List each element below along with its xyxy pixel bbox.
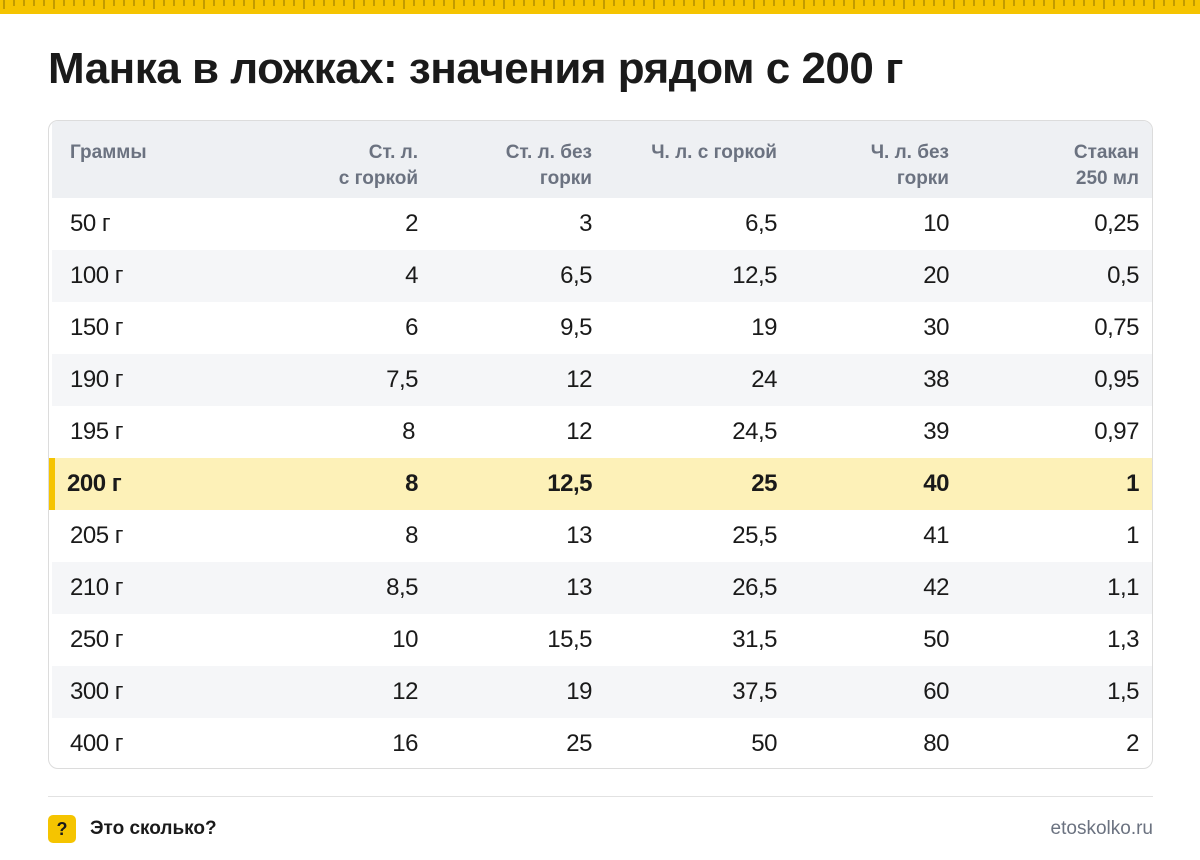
cell-tsp-heaped: 25 [751, 470, 777, 497]
cell-tsp-level: 30 [923, 314, 949, 341]
cell-tsp-level: 20 [923, 262, 949, 289]
cell-grams: 200 г [49, 458, 252, 510]
cell-tsp-heaped: 31,5 [732, 626, 777, 653]
cell-tsp-level: 42 [923, 574, 949, 601]
header-grams: Граммы [70, 142, 147, 163]
cell-tsp-level: 41 [923, 522, 949, 549]
table-row: 190 г 7,5 12 24 38 0,95 [52, 354, 1152, 406]
cell-cup: 2 [1126, 730, 1139, 757]
cell-grams: 100 г [70, 262, 123, 289]
conversion-table: Граммы Ст. л. с горкой Ст. л. без горки Ч.… [49, 121, 1152, 768]
cell-tbsp-level: 3 [579, 210, 592, 237]
cell-tbsp-level: 25 [566, 730, 592, 757]
cell-tsp-heaped: 24,5 [732, 418, 777, 445]
cell-tbsp-heaped: 16 [392, 730, 418, 757]
cell-cup: 1,3 [1107, 626, 1139, 653]
cell-tsp-heaped: 37,5 [732, 678, 777, 705]
cell-cup: 1 [1126, 470, 1139, 497]
header-tsp-heaped: Ч. л. с горкой [651, 142, 777, 163]
cell-cup: 0,25 [1094, 210, 1139, 237]
table-row: 210 г 8,5 13 26,5 42 1,1 [52, 562, 1152, 614]
cell-tbsp-level: 12 [566, 366, 592, 393]
header-tsp-level: Ч. л. без горки [870, 142, 949, 189]
cell-tbsp-heaped: 8 [402, 418, 415, 445]
footer-brand: Это сколько? [90, 818, 217, 839]
cell-tbsp-level: 12 [566, 418, 592, 445]
table-row: 200 г 8 12,5 25 40 1 [49, 458, 1152, 510]
cell-tbsp-heaped: 10 [392, 626, 418, 653]
cell-tsp-heaped: 26,5 [732, 574, 777, 601]
cell-tbsp-heaped: 8 [405, 470, 418, 497]
header-tbsp-heaped: Ст. л. с горкой [338, 142, 418, 189]
cell-tbsp-level: 13 [566, 522, 592, 549]
table-body: 50 г 2 3 6,5 10 0,25 100 г 4 6,5 12,5 20 0,5 150 г 6 9… [49, 198, 1152, 768]
cell-tbsp-level: 19 [566, 678, 592, 705]
cell-grams: 400 г [70, 730, 123, 757]
table-row: 250 г 10 15,5 31,5 50 1,3 [52, 614, 1152, 666]
cell-tbsp-heaped: 2 [405, 210, 418, 237]
cell-grams: 150 г [70, 314, 123, 341]
table-row: 205 г 8 13 25,5 41 1 [52, 510, 1152, 562]
cell-tsp-level: 39 [923, 418, 949, 445]
ruler-strip [0, 0, 1200, 14]
cell-tbsp-level: 15,5 [547, 626, 592, 653]
ruler-ticks [3, 0, 1195, 9]
table-header-row: Граммы Ст. л. с горкой Ст. л. без горки Ч.… [52, 121, 1152, 198]
cell-cup: 1,1 [1107, 574, 1139, 601]
cell-grams: 300 г [70, 678, 123, 705]
cell-tbsp-heaped: 4 [405, 262, 418, 289]
footer-site-link[interactable]: etoskolko.ru [1050, 818, 1153, 839]
cell-tsp-level: 60 [923, 678, 949, 705]
cell-grams: 50 г [70, 210, 111, 237]
header-tbsp-level: Ст. л. без горки [505, 142, 592, 189]
cell-grams: 205 г [70, 522, 123, 549]
header-cup-250ml: Стакан 250 мл [1073, 142, 1139, 189]
cell-cup: 0,5 [1107, 262, 1139, 289]
cell-tbsp-heaped: 8,5 [386, 574, 418, 601]
cell-tbsp-level: 6,5 [560, 262, 592, 289]
cell-tbsp-level: 12,5 [547, 470, 592, 497]
cell-grams: 250 г [70, 626, 123, 653]
cell-tsp-heaped: 12,5 [732, 262, 777, 289]
cell-tbsp-level: 13 [566, 574, 592, 601]
cell-cup: 0,97 [1094, 418, 1139, 445]
cell-tsp-heaped: 50 [751, 730, 777, 757]
cell-grams: 195 г [70, 418, 123, 445]
cell-cup: 0,95 [1094, 366, 1139, 393]
cell-cup: 1 [1126, 522, 1139, 549]
cell-cup: 0,75 [1094, 314, 1139, 341]
table-row: 300 г 12 19 37,5 60 1,5 [52, 666, 1152, 718]
cell-tsp-level: 80 [923, 730, 949, 757]
table-row: 400 г 16 25 50 80 2 [52, 718, 1152, 768]
cell-tsp-heaped: 19 [751, 314, 777, 341]
table-row: 50 г 2 3 6,5 10 0,25 [52, 198, 1152, 250]
cell-tbsp-heaped: 7,5 [386, 366, 418, 393]
cell-tbsp-level: 9,5 [560, 314, 592, 341]
cell-tsp-level: 40 [923, 470, 949, 497]
conversion-table-card: Граммы Ст. л. с горкой Ст. л. без горки Ч.… [48, 120, 1153, 769]
table-row: 195 г 8 12 24,5 39 0,97 [52, 406, 1152, 458]
page-title: Манка в ложках: значения рядом с 200 г [48, 44, 903, 93]
cell-grams: 190 г [70, 366, 123, 393]
cell-tsp-level: 50 [923, 626, 949, 653]
footer-divider [48, 796, 1153, 797]
cell-tbsp-heaped: 8 [405, 522, 418, 549]
question-mark-icon: ? [48, 815, 76, 843]
cell-tsp-heaped: 6,5 [745, 210, 777, 237]
cell-tsp-heaped: 24 [751, 366, 777, 393]
cell-tbsp-heaped: 6 [405, 314, 418, 341]
cell-tsp-level: 38 [923, 366, 949, 393]
cell-tsp-level: 10 [923, 210, 949, 237]
table-row: 150 г 6 9,5 19 30 0,75 [52, 302, 1152, 354]
cell-tbsp-heaped: 12 [392, 678, 418, 705]
cell-grams: 210 г [70, 574, 123, 601]
cell-tsp-heaped: 25,5 [732, 522, 777, 549]
table-row: 100 г 4 6,5 12,5 20 0,5 [52, 250, 1152, 302]
cell-cup: 1,5 [1107, 678, 1139, 705]
